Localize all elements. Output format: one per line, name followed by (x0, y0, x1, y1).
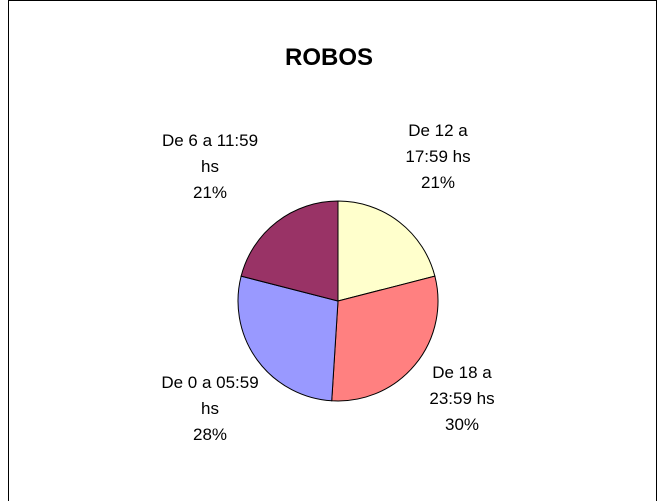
slice-value: 30% (444, 415, 480, 434)
slice-value: 28% (192, 425, 228, 444)
slice-value: 21% (420, 173, 456, 192)
pie-slice (237, 275, 339, 402)
chart-border (8, 0, 657, 501)
slice-label: De 12 a 17:59 hs 21% (392, 118, 484, 196)
slice-name: De 0 a 05:59 hs (161, 373, 259, 418)
pie-slice (337, 200, 436, 302)
slice-label: De 18 a 23:59 hs 30% (416, 360, 508, 438)
slice-name: De 18 a 23:59 hs (429, 363, 495, 408)
slice-value: 21% (192, 183, 228, 202)
slice-label: De 6 a 11:59 hs 21% (152, 128, 268, 206)
slice-name: De 6 a 11:59 hs (161, 131, 259, 176)
pie-slice (331, 275, 439, 402)
slice-label: De 0 a 05:59 hs 28% (152, 370, 268, 448)
pie-slice (240, 200, 339, 302)
chart-title: ROBOS (284, 44, 373, 71)
slice-name: De 12 a 17:59 hs (405, 121, 471, 166)
